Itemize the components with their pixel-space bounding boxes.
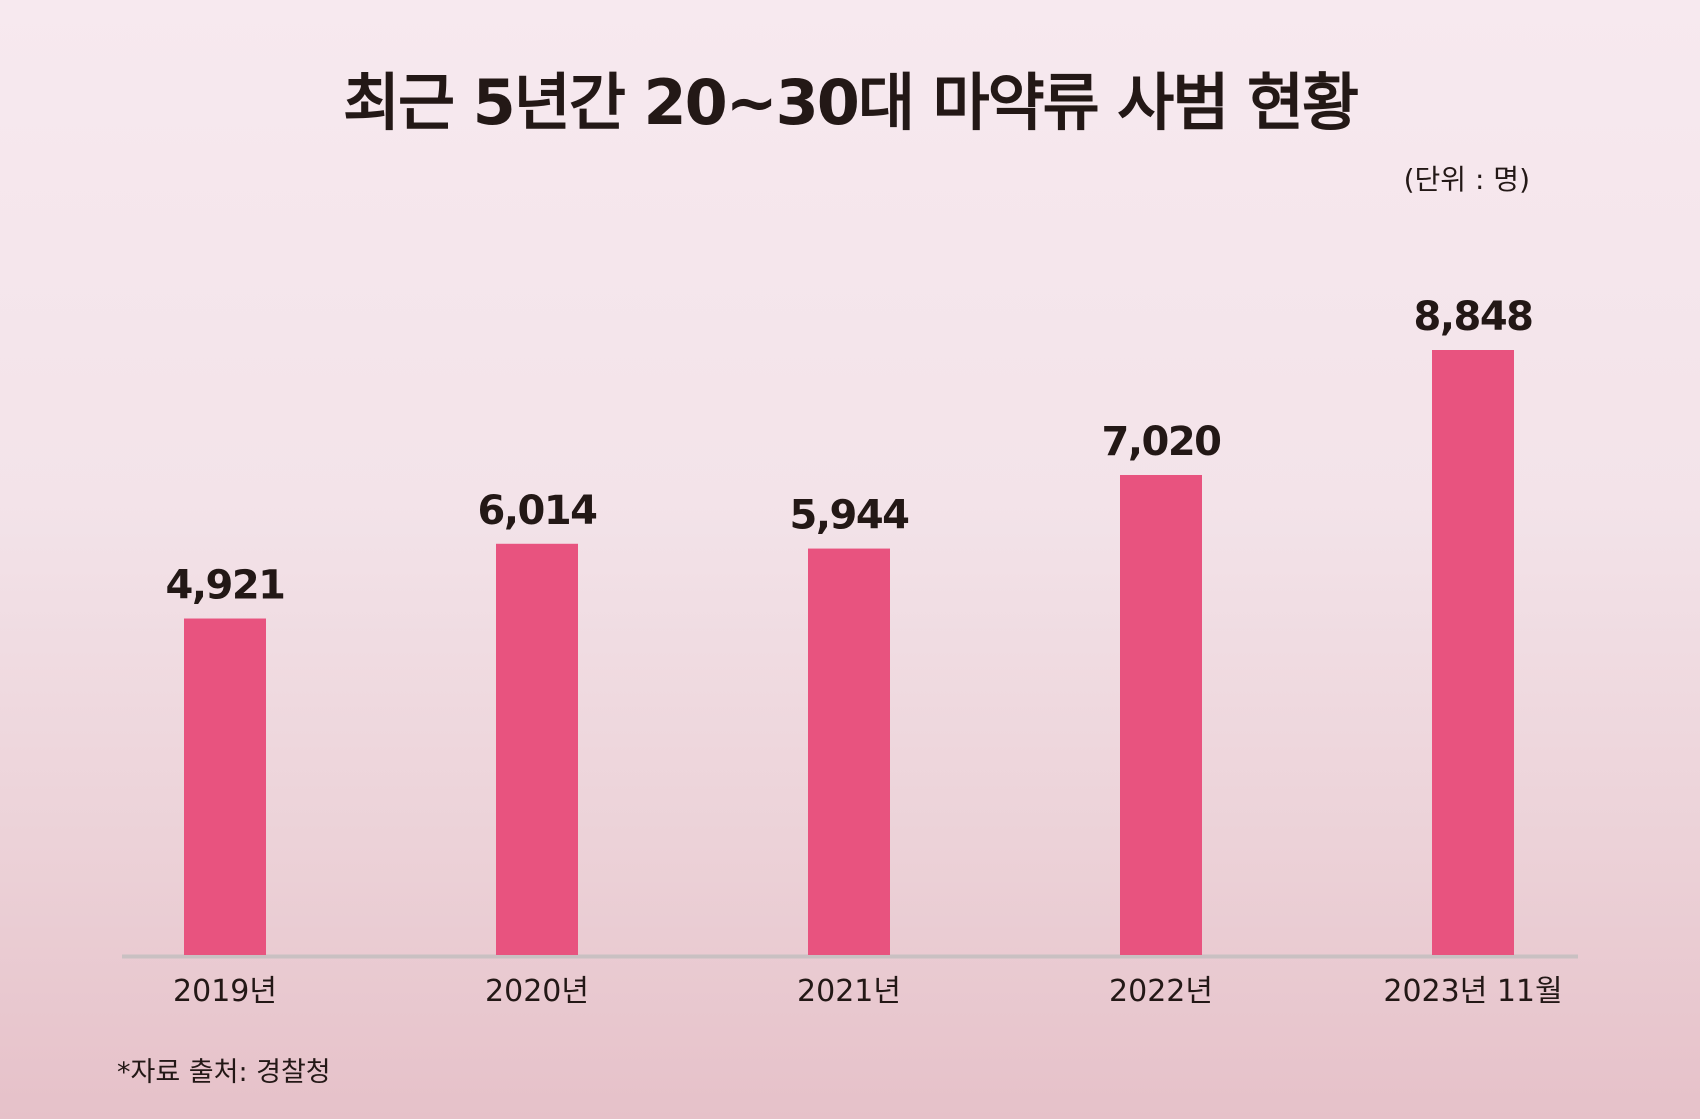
x-tick-label: 2019년 [173,974,277,1009]
x-tick-label: 2023년 11월 [1383,974,1562,1009]
bar-2020년 [496,543,578,955]
unit-label: (단위 : 명) [1403,163,1530,196]
bar-value-label: 5,944 [789,493,908,539]
bar-value-label: 7,020 [1101,419,1220,465]
bar-2021년 [808,548,890,955]
source-footnote: *자료 출처: 경찰청 [117,1057,331,1088]
bar-2023년 11월 [1432,350,1514,955]
bar-value-label: 6,014 [477,488,596,534]
bar-value-label: 4,921 [165,563,284,609]
bar-2022년 [1120,474,1202,955]
x-tick-label: 2020년 [485,974,589,1009]
bar-value-label: 8,848 [1413,294,1532,340]
chart-title: 최근 5년간 20~30대 마약류 사범 현황 [342,66,1359,139]
bar-2019년 [184,618,266,955]
x-tick-label: 2021년 [797,974,901,1009]
x-tick-label: 2022년 [1109,974,1213,1009]
